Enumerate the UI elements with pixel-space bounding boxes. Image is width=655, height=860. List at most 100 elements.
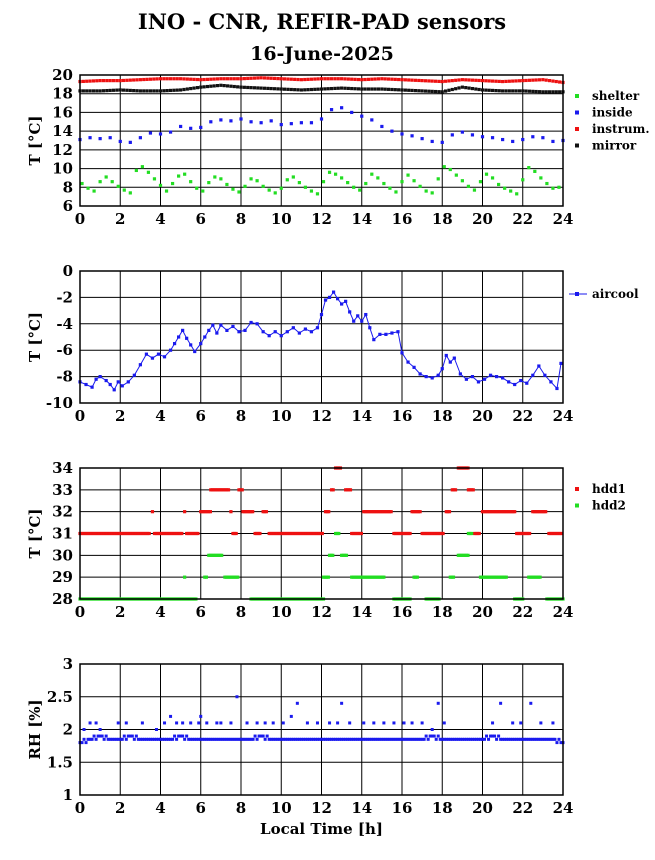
data-point	[98, 89, 102, 93]
data-point	[255, 179, 259, 183]
data-point	[266, 86, 270, 91]
data-point	[113, 531, 118, 536]
data-point	[81, 89, 85, 93]
data-point	[537, 737, 541, 741]
x-tick-label: 20	[472, 407, 493, 425]
data-point	[320, 737, 323, 741]
data-point	[108, 737, 112, 741]
data-point	[364, 312, 368, 317]
data-point	[436, 531, 440, 536]
data-point	[466, 184, 471, 188]
data-point	[313, 737, 317, 741]
data-point	[276, 87, 280, 91]
data-point	[135, 89, 139, 93]
data-point	[454, 78, 458, 82]
x-tick-label: 8	[236, 799, 246, 817]
data-point	[309, 531, 313, 536]
data-point	[238, 488, 243, 492]
data-point	[464, 737, 468, 741]
data-point	[472, 737, 476, 741]
y-tick-label: 6	[63, 197, 73, 215]
data-point	[331, 488, 335, 492]
data-point	[440, 140, 444, 144]
data-point	[182, 77, 186, 81]
data-point	[110, 737, 114, 741]
data-point	[177, 734, 181, 738]
data-point	[356, 531, 360, 536]
data-point	[132, 78, 136, 82]
data-point	[551, 90, 555, 94]
data-point	[390, 87, 394, 92]
data-point	[212, 84, 216, 88]
data-point	[491, 575, 495, 579]
data-point	[269, 531, 273, 536]
data-point	[279, 186, 283, 190]
data-point	[105, 531, 109, 536]
data-point	[376, 77, 381, 81]
data-point	[327, 510, 331, 514]
data-point	[491, 721, 495, 725]
data-point	[177, 531, 181, 536]
data-point	[348, 737, 352, 741]
data-point	[423, 89, 428, 93]
data-point	[128, 88, 132, 93]
data-point	[219, 77, 223, 81]
data-point	[482, 510, 486, 514]
data-point	[517, 737, 521, 741]
y-tick-label: 12	[52, 141, 73, 159]
data-point	[155, 77, 159, 81]
x-tick-label: 18	[432, 603, 453, 621]
data-point	[457, 78, 461, 82]
data-point	[492, 510, 496, 514]
data-point	[207, 328, 211, 332]
data-point	[362, 510, 366, 514]
data-point	[480, 88, 485, 92]
data-point	[452, 737, 456, 741]
data-point	[108, 88, 112, 93]
data-point	[490, 510, 494, 514]
y-tick-label: 1.5	[47, 753, 73, 771]
data-point	[380, 124, 384, 129]
data-point	[138, 89, 142, 93]
data-point	[319, 77, 324, 81]
data-point	[283, 531, 287, 536]
data-point	[515, 531, 519, 536]
data-point	[118, 79, 122, 83]
data-point	[470, 488, 474, 492]
legend-marker	[575, 503, 579, 508]
data-point	[373, 77, 377, 81]
data-point	[175, 77, 179, 81]
data-point	[323, 575, 327, 579]
data-point	[108, 382, 112, 387]
data-point	[168, 348, 173, 352]
data-point	[382, 575, 386, 579]
data-point	[94, 737, 98, 741]
data-point	[410, 88, 414, 93]
data-point	[134, 734, 138, 738]
data-point	[426, 531, 431, 536]
data-point	[240, 488, 244, 492]
data-point	[378, 737, 382, 741]
data-point	[85, 89, 89, 93]
data-point	[350, 77, 354, 81]
data-point	[329, 553, 333, 557]
data-point	[330, 737, 334, 741]
data-point	[101, 79, 106, 83]
data-point	[243, 737, 247, 741]
data-point	[215, 331, 219, 335]
data-point	[197, 737, 201, 741]
data-point	[154, 728, 158, 731]
data-point	[286, 531, 291, 536]
data-point	[418, 737, 422, 741]
data-point	[195, 737, 199, 741]
data-point	[498, 510, 502, 514]
x-tick-label: 22	[512, 603, 533, 621]
data-point	[523, 531, 527, 536]
y-tick-label: 2	[63, 721, 73, 739]
data-point	[285, 531, 289, 536]
data-point	[249, 76, 253, 80]
data-point	[353, 575, 357, 579]
data-point	[272, 531, 276, 536]
legend-entry: instrum.	[592, 122, 650, 136]
